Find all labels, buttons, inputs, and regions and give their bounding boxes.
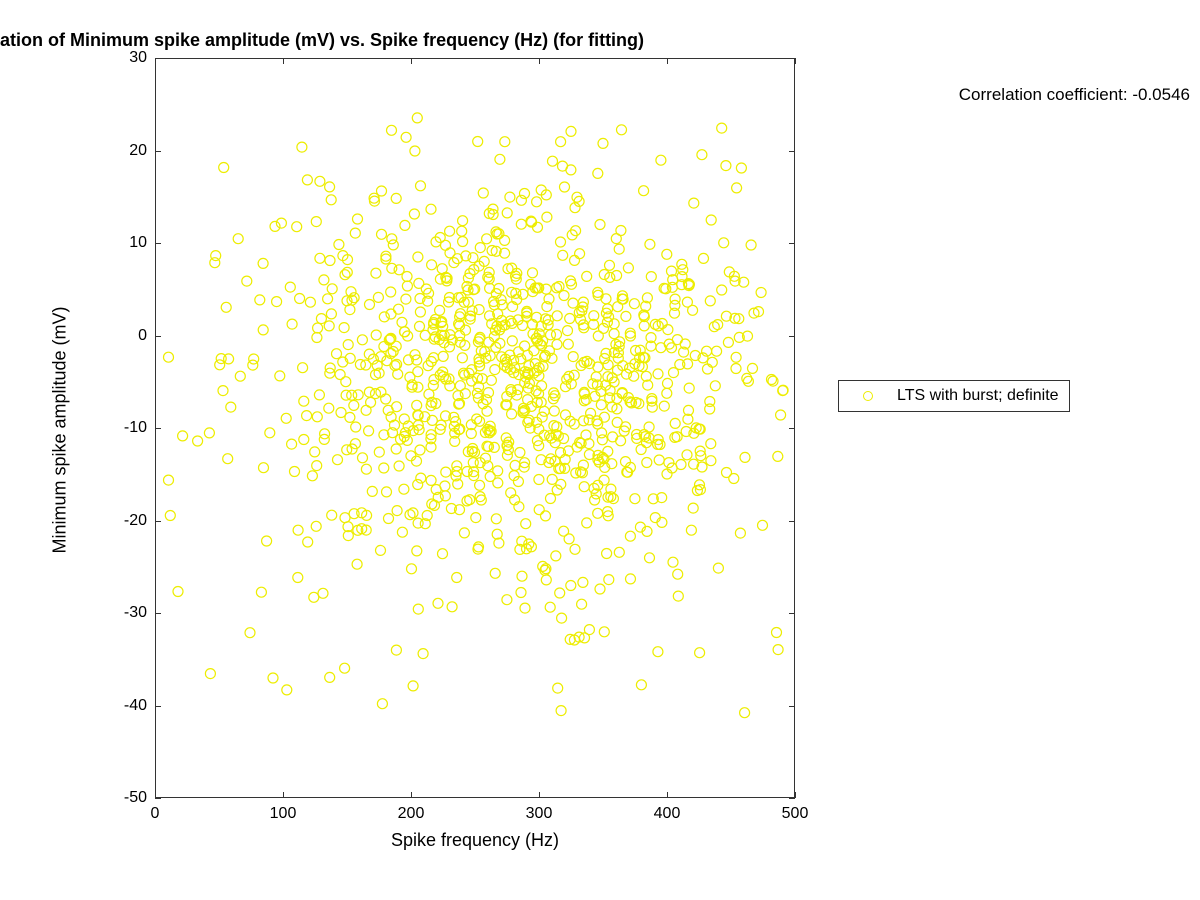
y-tick-label: -30	[107, 604, 147, 622]
y-axis-label: Minimum spike amplitude (mV)	[50, 306, 71, 553]
correlation-annotation: Correlation coefficient: -0.0546	[959, 85, 1190, 105]
y-tick-label: -40	[107, 697, 147, 715]
x-axis-label: Spike frequency (Hz)	[391, 830, 559, 851]
x-tick-label: 0	[151, 805, 160, 823]
x-tick-label: 400	[654, 805, 681, 823]
y-tick-label: 0	[107, 327, 147, 345]
plot-area	[155, 58, 795, 798]
x-tick-label: 300	[526, 805, 553, 823]
y-tick-label: 10	[107, 234, 147, 252]
x-tick-label: 200	[398, 805, 425, 823]
y-tick-label: -50	[107, 789, 147, 807]
chart-container: ation of Minimum spike amplitude (mV) vs…	[0, 0, 1200, 900]
x-tick-label: 500	[782, 805, 809, 823]
y-tick-label: -10	[107, 419, 147, 437]
y-tick-label: 20	[107, 142, 147, 160]
y-tick-label: -20	[107, 512, 147, 530]
y-tick-label: 30	[107, 49, 147, 67]
legend-label: LTS with burst; definite	[897, 387, 1059, 405]
scatter-series	[156, 59, 794, 797]
legend-marker-icon	[847, 391, 889, 401]
legend: LTS with burst; definite	[838, 380, 1070, 412]
x-tick-label: 100	[270, 805, 297, 823]
chart-title: ation of Minimum spike amplitude (mV) vs…	[0, 30, 1200, 51]
